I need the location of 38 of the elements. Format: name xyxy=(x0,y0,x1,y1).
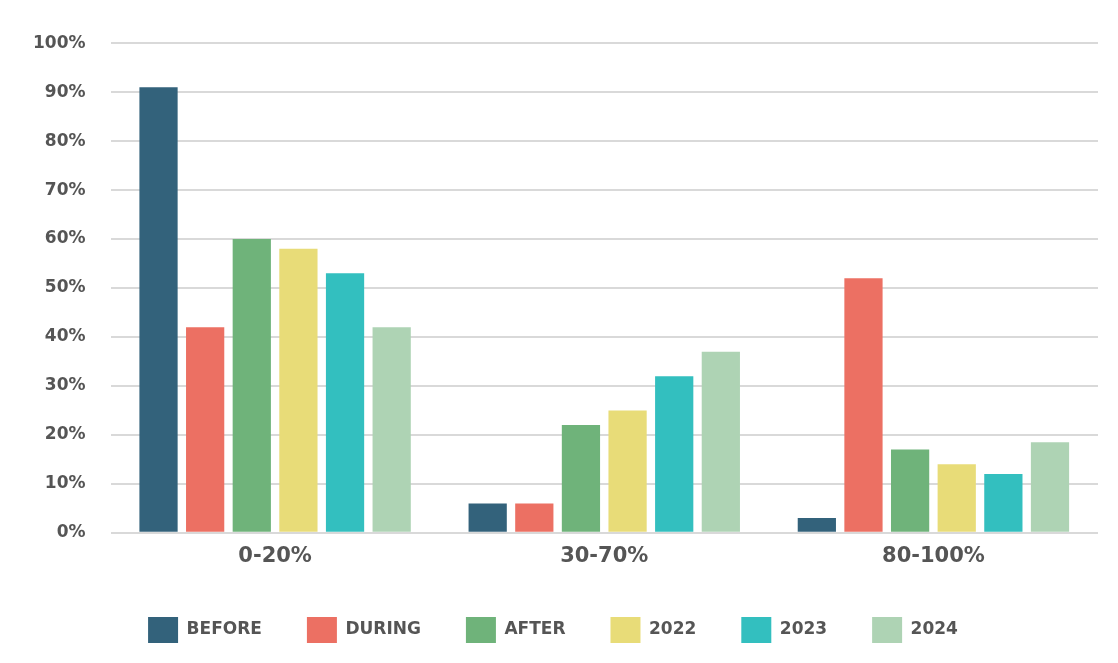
x-tick-label: 0-20% xyxy=(238,542,312,567)
x-tick-label: 30-70% xyxy=(560,542,649,567)
y-tick-label: 10% xyxy=(44,472,86,493)
legend-label: DURING xyxy=(345,618,421,639)
bar xyxy=(984,474,1023,532)
bar xyxy=(1030,442,1070,532)
bar xyxy=(232,239,271,532)
y-tick-label: 20% xyxy=(44,423,86,444)
y-tick-label: 80% xyxy=(44,129,86,150)
bar xyxy=(468,503,507,532)
bar xyxy=(608,410,647,532)
y-tick-label: 100% xyxy=(32,31,86,52)
legend-label: AFTER xyxy=(504,618,566,639)
y-tick-label: 0% xyxy=(56,521,86,542)
bar xyxy=(655,376,694,532)
bar xyxy=(937,464,976,532)
y-tick-label: 60% xyxy=(44,227,86,248)
bar xyxy=(139,87,178,532)
bar xyxy=(561,425,601,532)
y-tick-label: 70% xyxy=(44,178,86,199)
legend-label: BEFORE xyxy=(186,618,262,639)
bar xyxy=(186,327,225,532)
bar xyxy=(372,327,411,532)
bar xyxy=(279,248,318,532)
y-tick-label: 30% xyxy=(44,374,86,395)
legend-label: 2024 xyxy=(910,618,959,639)
bar xyxy=(701,351,740,532)
bar xyxy=(515,503,554,532)
y-tick-label: 50% xyxy=(44,276,86,297)
bar xyxy=(844,278,883,532)
legend-label: 2023 xyxy=(779,618,828,639)
y-tick-label: 40% xyxy=(44,325,86,346)
x-tick-label: 80-100% xyxy=(882,542,985,567)
bar xyxy=(890,449,930,532)
y-tick-label: 90% xyxy=(44,80,86,101)
bar xyxy=(325,273,365,532)
legend-label: 2022 xyxy=(648,618,697,639)
bar xyxy=(797,518,836,532)
